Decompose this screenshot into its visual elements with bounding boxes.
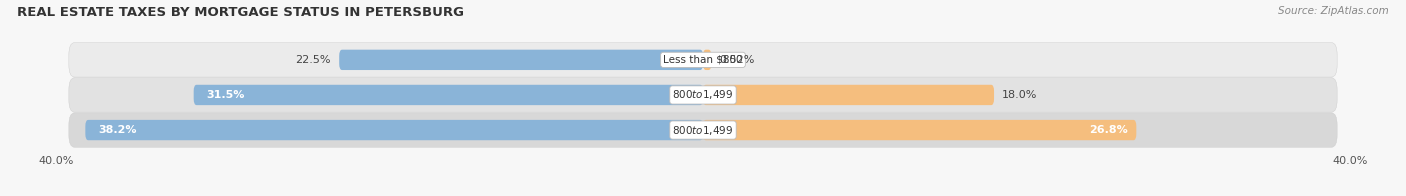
Text: $800 to $1,499: $800 to $1,499: [672, 88, 734, 102]
FancyBboxPatch shape: [69, 113, 1337, 147]
Text: Less than $800: Less than $800: [664, 55, 742, 65]
Text: 22.5%: 22.5%: [295, 55, 332, 65]
FancyBboxPatch shape: [703, 50, 711, 70]
Text: 31.5%: 31.5%: [207, 90, 245, 100]
FancyBboxPatch shape: [703, 85, 994, 105]
Text: Source: ZipAtlas.com: Source: ZipAtlas.com: [1278, 6, 1389, 16]
FancyBboxPatch shape: [86, 120, 703, 140]
FancyBboxPatch shape: [69, 78, 1337, 112]
Text: 38.2%: 38.2%: [98, 125, 136, 135]
Legend: Without Mortgage, With Mortgage: Without Mortgage, With Mortgage: [586, 193, 820, 196]
Text: 0.52%: 0.52%: [720, 55, 755, 65]
Text: REAL ESTATE TAXES BY MORTGAGE STATUS IN PETERSBURG: REAL ESTATE TAXES BY MORTGAGE STATUS IN …: [17, 6, 464, 19]
FancyBboxPatch shape: [69, 43, 1337, 77]
FancyBboxPatch shape: [339, 50, 703, 70]
FancyBboxPatch shape: [703, 120, 1136, 140]
Text: 26.8%: 26.8%: [1090, 125, 1128, 135]
Text: $800 to $1,499: $800 to $1,499: [672, 123, 734, 137]
FancyBboxPatch shape: [194, 85, 703, 105]
Text: 18.0%: 18.0%: [1002, 90, 1038, 100]
